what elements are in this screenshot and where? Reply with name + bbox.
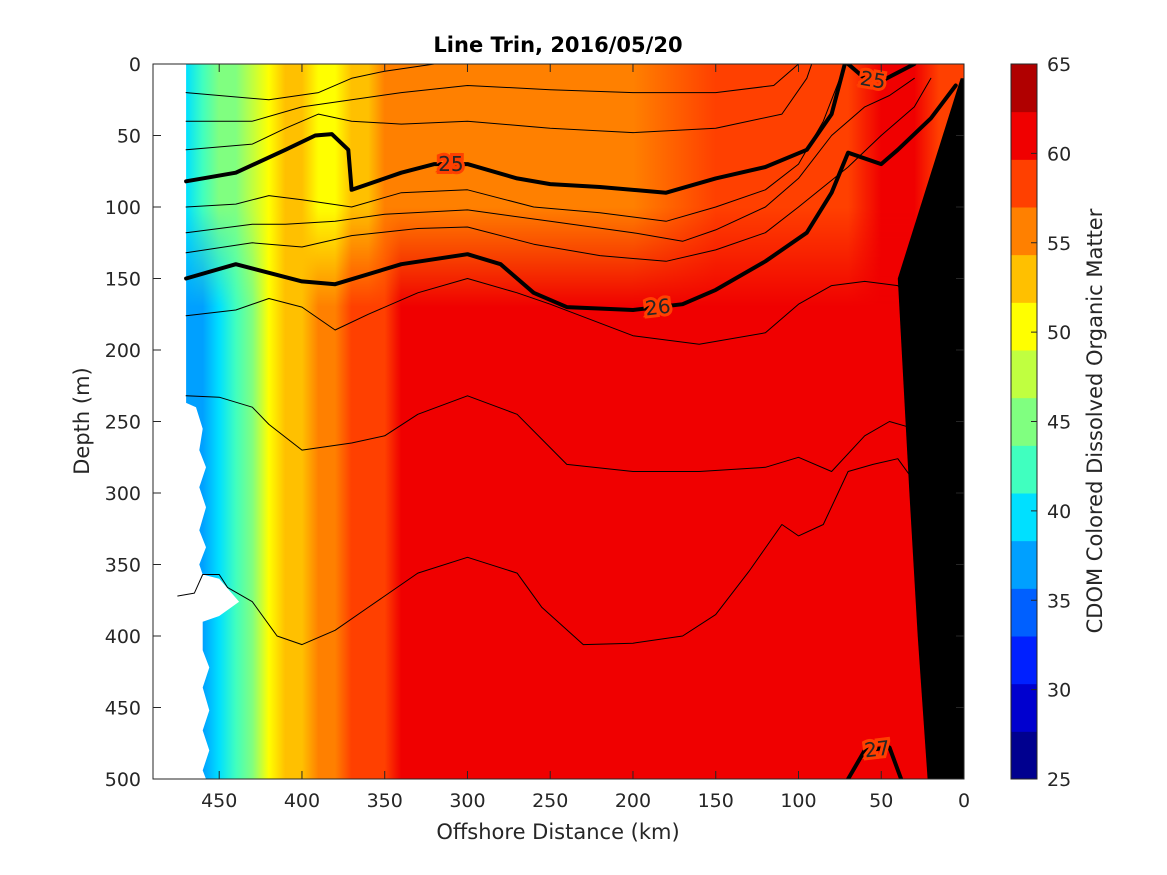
y-tick-label: 450 <box>105 698 141 720</box>
contour-line <box>185 278 932 345</box>
colorbar-tick-label: 60 <box>1047 143 1071 165</box>
contour-label: 25 <box>438 152 463 176</box>
y-tick-label: 350 <box>105 555 141 577</box>
colorbar-tick-label: 45 <box>1047 412 1071 434</box>
chart-title: Line Trin, 2016/05/20 <box>433 33 682 57</box>
colorbar-swatch <box>1011 731 1037 780</box>
x-tick-label: 350 <box>367 790 403 812</box>
y-tick-label: 500 <box>105 769 141 791</box>
y-tick-label: 100 <box>105 197 141 219</box>
contour-line <box>185 395 940 472</box>
x-tick-label: 0 <box>958 790 970 812</box>
contour-label: 27 <box>863 736 891 763</box>
x-tick-label: 150 <box>698 790 734 812</box>
contour-label: 25 <box>858 66 887 94</box>
x-tick-label: 100 <box>780 790 816 812</box>
colorbar-swatch <box>1011 540 1037 589</box>
contour-line-bold <box>184 83 958 312</box>
x-tick-label: 250 <box>532 790 568 812</box>
colorbar-swatch <box>1011 683 1037 732</box>
contour-line <box>185 64 435 101</box>
colorbar-swatch <box>1011 207 1037 256</box>
colorbar-tick-label: 40 <box>1047 501 1071 523</box>
colorbar-swatch <box>1011 64 1037 113</box>
contour-line-bold <box>184 64 847 195</box>
y-tick-label: 50 <box>117 126 141 148</box>
land-mask <box>897 78 964 779</box>
contour-line <box>177 458 940 646</box>
colorbar-tick-label: 35 <box>1047 590 1071 612</box>
y-tick-label: 150 <box>105 269 141 291</box>
y-tick-label: 0 <box>129 54 141 76</box>
colorbar-label: CDOM Colored Dissolved Organic Matter <box>1083 208 1107 633</box>
plot-area: 25 25 26 27 <box>153 64 964 779</box>
colorbar-tick-label: 65 <box>1047 54 1071 76</box>
y-tick-label: 250 <box>105 412 141 434</box>
colorbar: 25 30 35 40 45 50 55 60 65 <box>1010 54 1071 791</box>
contour-line-bold <box>846 745 904 779</box>
colorbar-swatch <box>1011 302 1037 351</box>
colorbar-swatch <box>1011 588 1037 637</box>
y-tick-label: 200 <box>105 340 141 362</box>
colorbar-swatch <box>1011 350 1037 399</box>
colorbar-tick-label: 25 <box>1047 769 1071 791</box>
colorbar-tick-label: 50 <box>1047 322 1071 344</box>
colorbar-swatch <box>1011 111 1037 160</box>
contour-line <box>185 64 799 122</box>
colorbar-swatch <box>1011 636 1037 685</box>
x-tick-label: 200 <box>615 790 651 812</box>
colorbar-tick-label: 55 <box>1047 233 1071 255</box>
contour-line <box>185 77 915 242</box>
y-tick-label: 400 <box>105 626 141 648</box>
colorbar-swatch <box>1011 159 1037 208</box>
x-tick-label: 50 <box>869 790 893 812</box>
no-data-region <box>153 64 240 779</box>
x-tick-label: 450 <box>201 790 237 812</box>
contour-line <box>185 64 813 151</box>
y-tick-label: 300 <box>105 483 141 505</box>
contour-line-bold <box>846 64 917 84</box>
x-tick-label: 300 <box>449 790 485 812</box>
contour-line <box>185 77 932 262</box>
contour-label: 26 <box>644 294 672 321</box>
colorbar-tick-label: 30 <box>1047 680 1071 702</box>
axes: 450 400 350 300 250 200 150 100 50 00501001502002… <box>105 54 970 812</box>
colorbar-swatch <box>1011 445 1037 494</box>
y-axis-label: Depth (m) <box>70 367 94 474</box>
x-tick-label: 400 <box>284 790 320 812</box>
contour-line <box>185 77 841 222</box>
x-axis-label: Offshore Distance (km) <box>436 820 679 844</box>
colorbar-swatch <box>1011 254 1037 303</box>
colorbar-swatch <box>1011 493 1037 542</box>
